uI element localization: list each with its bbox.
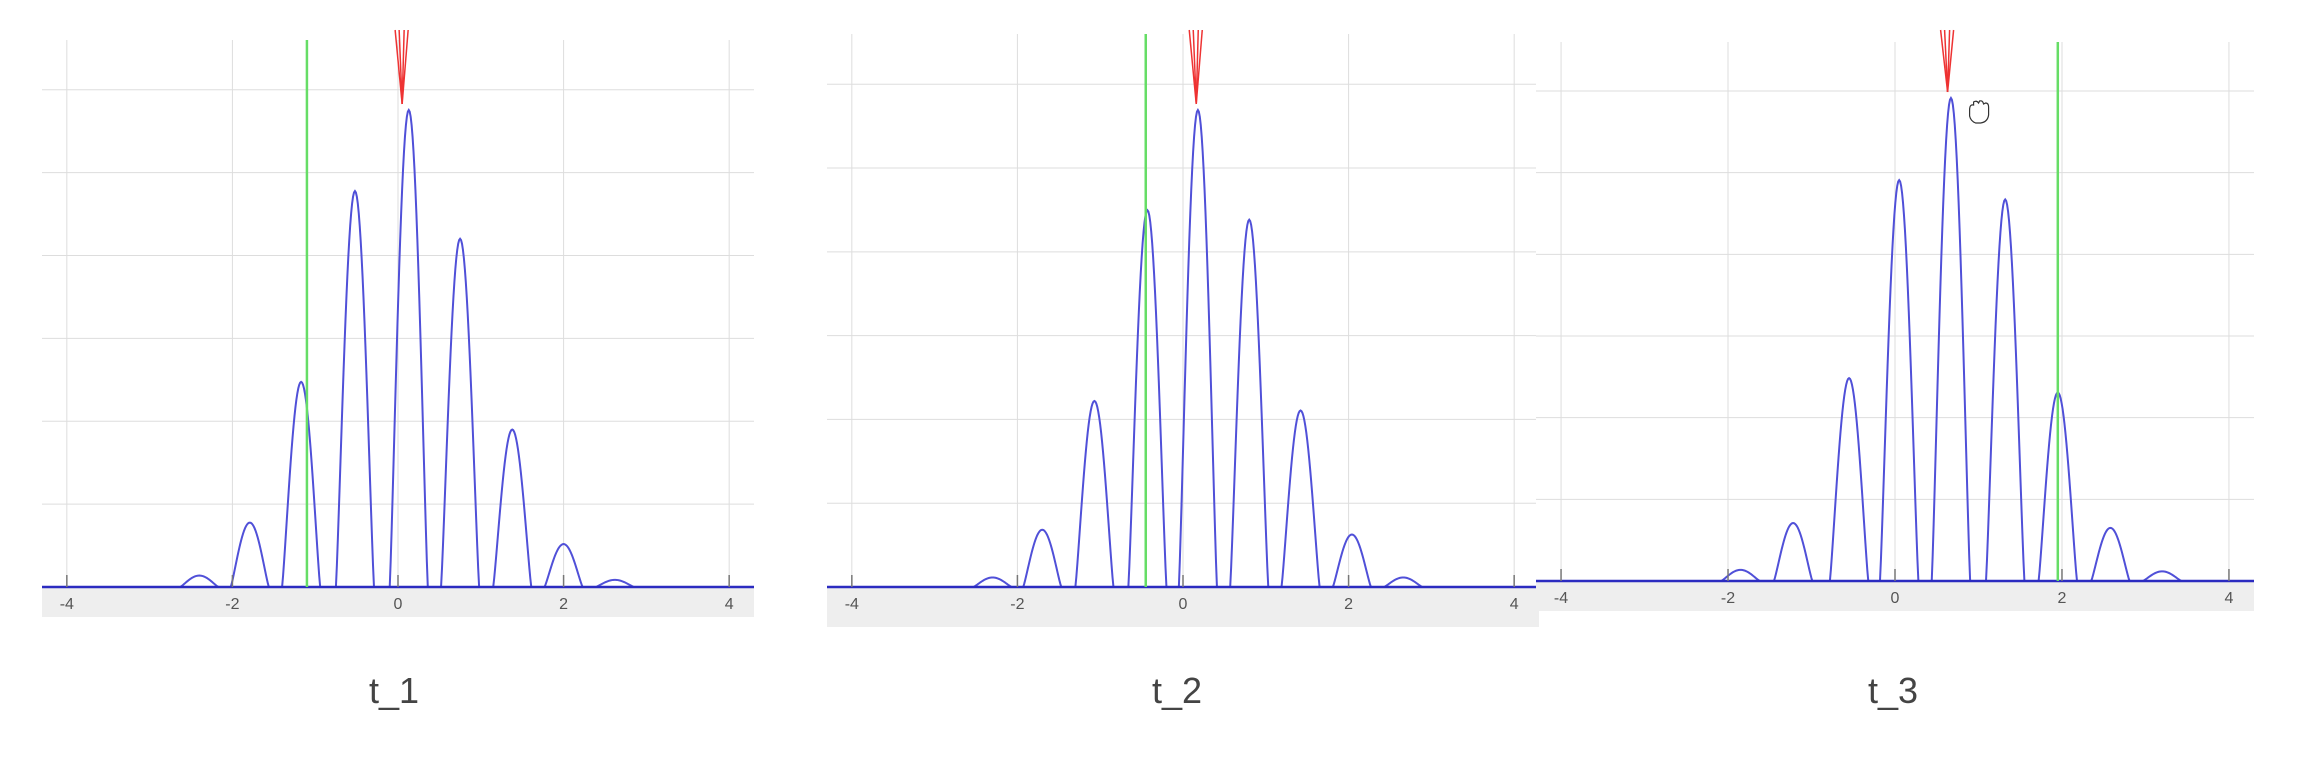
chart-caption-t3: t_3: [1867, 670, 1919, 711]
data-lobe: [2090, 526, 2131, 582]
x-tick-label: 0: [394, 596, 403, 613]
x-tick-label: -4: [845, 596, 859, 613]
x-tick-label: -4: [1554, 590, 1568, 607]
chart-svg-t2: -4 -2 0 2 4: [827, 29, 1539, 627]
chart-panel-t1: -4 -2 0 2 4: [42, 29, 754, 620]
x-tick-label: -2: [1010, 596, 1024, 613]
data-lobe: [1772, 522, 1814, 582]
grab-hand-icon: [1968, 100, 1990, 124]
data-lobe: [388, 107, 429, 588]
grab-hand-shape: [1968, 100, 1990, 124]
chart-panel-t2: -4 -2 0 2 4: [827, 29, 1539, 628]
x-tick-label: -4: [60, 596, 74, 613]
data-lobe: [1280, 409, 1321, 588]
peak-arrow-stroke: [1943, 29, 1949, 93]
data-lobe: [179, 574, 219, 588]
data-lobe: [1331, 533, 1372, 588]
x-tick-label: 4: [1510, 596, 1519, 613]
x-tick-label: -2: [225, 596, 239, 613]
peak-arrow-stroke: [398, 29, 403, 105]
axis-band: [827, 587, 1539, 627]
data-lobe: [1878, 178, 1920, 582]
data-lobe: [1985, 197, 2026, 582]
data-lobe: [1383, 576, 1423, 588]
data-lobe: [492, 428, 533, 588]
axis-band: [1536, 581, 2254, 611]
x-tick-label: 4: [2225, 590, 2234, 607]
peak-arrow-icon: [394, 29, 409, 105]
data-lobe: [2142, 570, 2182, 582]
data-lobe: [1828, 376, 1870, 582]
x-tick-label: 2: [1344, 596, 1353, 613]
data-lobe: [281, 380, 322, 588]
data-lobe: [440, 237, 481, 588]
chart-svg-t1: -4 -2 0 2 4: [42, 29, 754, 617]
data-lobe: [334, 189, 375, 588]
x-tick-label: -2: [1721, 590, 1735, 607]
data-lobe: [973, 576, 1013, 588]
data-lobe: [1022, 528, 1063, 588]
chart-svg-t3: -4 -2 0 2 4: [1536, 29, 2254, 611]
x-tick-label: 2: [2058, 590, 2067, 607]
x-tick-label: 0: [1179, 596, 1188, 613]
chart-panel-t3: -4 -2 0 2 4: [1536, 29, 2254, 618]
data-lobe: [1930, 95, 1972, 582]
data-lobe: [1127, 208, 1168, 588]
data-lobe: [595, 578, 635, 588]
axis-band: [42, 587, 754, 617]
data-lobe: [1229, 218, 1270, 588]
data-lobe: [229, 521, 270, 588]
chart-caption-t1: t_1: [368, 670, 420, 711]
x-tick-label: 4: [725, 596, 734, 613]
peak-arrow-icon: [1939, 29, 1955, 93]
data-lobe: [543, 543, 584, 588]
peak-arrow-stroke: [1946, 29, 1955, 93]
peak-arrow-icon: [1188, 29, 1203, 105]
data-lobe: [1074, 399, 1115, 588]
peak-arrow-stroke: [1195, 29, 1203, 105]
x-tick-label: 0: [1891, 590, 1900, 607]
x-tick-label: 2: [559, 596, 568, 613]
chart-caption-t2: t_2: [1151, 670, 1203, 711]
peak-arrow-stroke: [401, 29, 409, 105]
peak-arrow-stroke: [1192, 29, 1197, 105]
data-lobe: [1177, 107, 1218, 588]
